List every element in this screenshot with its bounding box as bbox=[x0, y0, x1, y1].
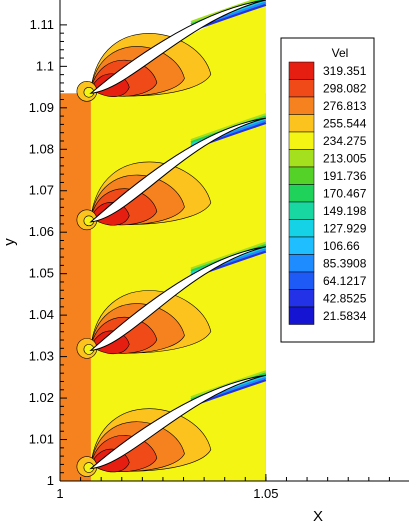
legend-label: 276.813 bbox=[323, 99, 367, 113]
legend-label: 149.198 bbox=[323, 204, 367, 218]
legend-entry: 106.66 bbox=[288, 236, 360, 255]
y-tick-label: 1.01 bbox=[29, 432, 54, 447]
legend-entry: 64.1217 bbox=[288, 271, 367, 290]
y-tick-label: 1.08 bbox=[29, 141, 54, 156]
legend-swatch bbox=[288, 201, 315, 220]
legend-entry: 127.929 bbox=[288, 219, 367, 238]
legend-swatch bbox=[288, 254, 315, 273]
legend-entry: 276.813 bbox=[288, 96, 367, 115]
y-tick-label: 1.03 bbox=[29, 349, 54, 364]
legend-label: 21.5834 bbox=[323, 309, 367, 323]
y-tick-label: 1 bbox=[47, 473, 54, 488]
legend-swatch bbox=[288, 166, 315, 185]
legend-label: 255.544 bbox=[323, 117, 367, 131]
y-tick-label: 1.05 bbox=[29, 266, 54, 281]
legend-title: Vel bbox=[332, 46, 349, 60]
y-tick-label: 1.07 bbox=[29, 183, 54, 198]
legend-swatch bbox=[288, 61, 315, 80]
legend-entry: 319.351 bbox=[288, 61, 367, 80]
legend-swatch bbox=[288, 236, 315, 255]
y-tick-label: 1.09 bbox=[29, 100, 54, 115]
legend-entry: 85.3908 bbox=[288, 254, 367, 273]
legend-entry: 234.275 bbox=[288, 131, 367, 150]
legend-swatch bbox=[288, 114, 315, 133]
legend-label: 213.005 bbox=[323, 152, 367, 166]
y-tick-label: 1.1 bbox=[36, 58, 54, 73]
y-tick-label: 1.04 bbox=[29, 307, 54, 322]
legend-entry: 21.5834 bbox=[288, 306, 367, 325]
wake-contour bbox=[190, 113, 267, 142]
legend-entry: 42.8525 bbox=[288, 289, 367, 308]
legend-swatch bbox=[288, 219, 315, 238]
blade bbox=[89, 374, 267, 470]
blade bbox=[89, 117, 267, 223]
blade bbox=[89, 246, 267, 352]
legend-label: 234.275 bbox=[323, 134, 367, 148]
legend-label: 64.1217 bbox=[323, 274, 367, 288]
legend-label: 85.3908 bbox=[323, 257, 367, 271]
legend-swatch bbox=[288, 289, 315, 308]
exit-region bbox=[90, 0, 266, 481]
legend-label: 170.467 bbox=[323, 187, 367, 201]
legend-entry: 191.736 bbox=[288, 166, 367, 185]
legend-entry: 255.544 bbox=[288, 114, 367, 133]
velocity-field bbox=[60, 0, 267, 481]
legend-swatch bbox=[288, 96, 315, 115]
legend-swatch bbox=[288, 149, 315, 168]
legend-label: 42.8525 bbox=[323, 292, 367, 306]
legend-swatch bbox=[288, 131, 315, 150]
blade-row bbox=[89, 0, 267, 470]
legend-swatch bbox=[288, 271, 315, 290]
legend: Vel 319.351 298.082 276.813 255.544 234.275 2… bbox=[280, 37, 375, 343]
legend-label: 298.082 bbox=[323, 82, 367, 96]
y-tick-label: 1.11 bbox=[30, 17, 54, 32]
legend-label: 319.351 bbox=[323, 64, 367, 78]
legend-swatch bbox=[288, 306, 315, 325]
blade bbox=[89, 0, 267, 94]
legend-label: 127.929 bbox=[323, 222, 367, 236]
legend-swatch bbox=[288, 184, 315, 203]
x-tick-label: 1.05 bbox=[253, 486, 278, 501]
y-axis-title: y bbox=[1, 238, 18, 246]
y-tick-label: 1.02 bbox=[29, 390, 54, 405]
x-axis-title: X bbox=[313, 508, 323, 525]
legend-entry: 170.467 bbox=[288, 184, 367, 203]
legend-label: 191.736 bbox=[323, 169, 367, 183]
wake-contour bbox=[190, 241, 267, 270]
legend-swatch bbox=[288, 79, 315, 98]
y-tick-label: 1.06 bbox=[29, 224, 54, 239]
legend-entry: 298.082 bbox=[288, 79, 367, 98]
wake-contour bbox=[190, 0, 258, 24]
x-tick-label: 1 bbox=[56, 486, 63, 501]
legend-entry: 149.198 bbox=[288, 201, 367, 220]
legend-entry: 213.005 bbox=[288, 149, 367, 168]
legend-label: 106.66 bbox=[323, 239, 360, 253]
wake-contour bbox=[190, 370, 267, 399]
